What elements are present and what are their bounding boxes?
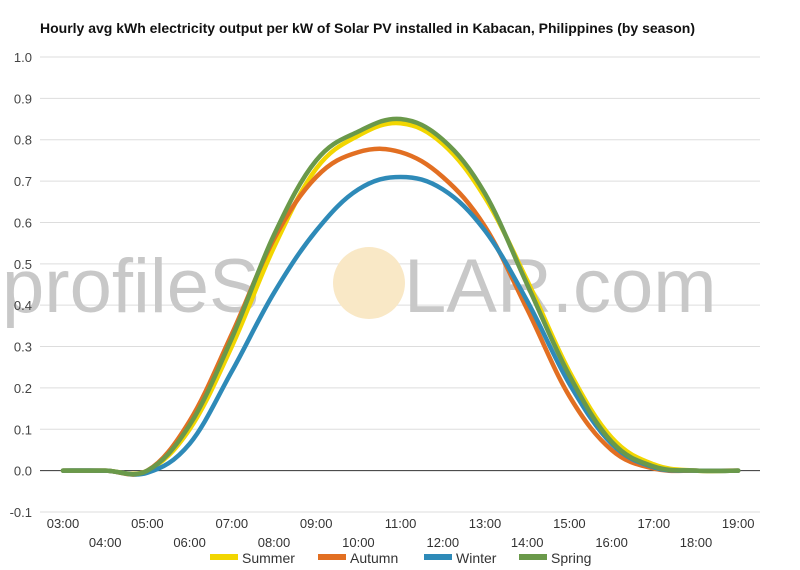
legend-item-spring: Spring (519, 550, 591, 566)
watermark-text-left: profileS (2, 244, 260, 329)
grid-layer (40, 56, 760, 513)
x-tick-label: 13:00 (469, 516, 502, 531)
x-tick-label: 04:00 (89, 535, 122, 550)
x-tick-label: 11:00 (385, 516, 417, 531)
legend-label: Autumn (350, 550, 398, 566)
x-tick-label: 10:00 (342, 535, 375, 550)
x-tick-label: 14:00 (511, 535, 544, 550)
y-tick-label: 0.4 (14, 298, 32, 313)
legend-label: Spring (551, 550, 591, 566)
legend-swatch (210, 554, 238, 560)
legend: Summer Autumn Winter Spring (210, 550, 591, 566)
legend-item-summer: Summer (210, 550, 295, 566)
watermark-text-right: LAR.com (404, 244, 717, 329)
y-tick-label: 0.7 (14, 174, 32, 189)
y-tick-label: 0.9 (14, 91, 32, 106)
legend-item-winter: Winter (424, 550, 497, 566)
x-tick-label: 03:00 (47, 516, 80, 531)
series-line-spring (60, 116, 741, 477)
x-tick-label: 16:00 (595, 535, 628, 550)
legend-swatch (318, 554, 346, 560)
x-tick-label: 17:00 (638, 516, 671, 531)
y-tick-label: -0.1 (10, 505, 32, 520)
legend-swatch (519, 554, 547, 560)
chart-title: Hourly avg kWh electricity output per kW… (40, 20, 695, 36)
watermark: profileS LAR.com (2, 244, 717, 329)
legend-swatch (424, 554, 452, 560)
legend-label: Summer (242, 550, 295, 566)
y-tick-label: 0.5 (14, 257, 32, 272)
y-tick-label: 0.2 (14, 381, 32, 396)
y-tick-label: 0.8 (14, 133, 32, 148)
x-tick-label: 08:00 (258, 535, 291, 550)
x-tick-label: 09:00 (300, 516, 333, 531)
y-tick-label: 0.6 (14, 215, 32, 230)
x-tick-label: 07:00 (216, 516, 249, 531)
x-tick-label: 18:00 (680, 535, 713, 550)
y-tick-label: 0.0 (14, 464, 32, 479)
x-tick-label: 15:00 (553, 516, 586, 531)
x-tick-label: 19:00 (722, 516, 755, 531)
legend-item-autumn: Autumn (318, 550, 398, 566)
x-tick-label: 05:00 (131, 516, 164, 531)
x-tick-label: 06:00 (173, 535, 206, 550)
x-tick-label: 12:00 (427, 535, 460, 550)
y-tick-label: 1.0 (14, 50, 32, 65)
series-line-summer (60, 120, 741, 477)
sun-icon (333, 247, 405, 319)
series-layer (60, 116, 741, 477)
y-tick-label: 0.3 (14, 340, 32, 355)
y-tick-label: 0.1 (14, 422, 32, 437)
axis-layer: -0.1 0.0 0.1 0.2 0.3 0.4 0.5 0.6 0.7 0.8 0.9 1.0 03:… (10, 50, 760, 550)
legend-label: Winter (456, 550, 497, 566)
